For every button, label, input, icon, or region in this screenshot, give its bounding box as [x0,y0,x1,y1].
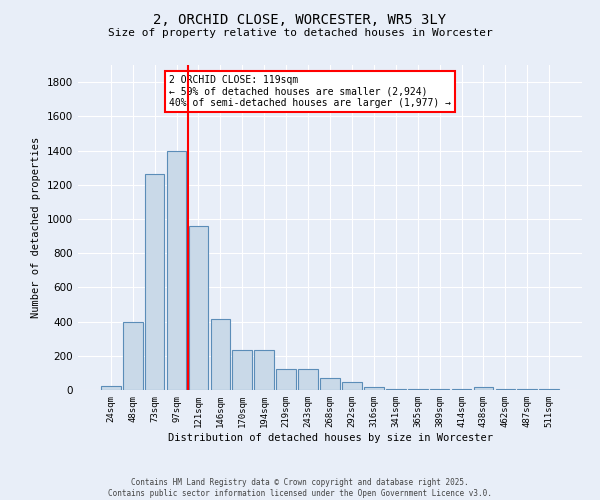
Bar [167,150,187,390]
Bar [539,389,559,390]
Bar [430,389,449,390]
Bar [276,370,296,390]
Bar [320,378,340,390]
Y-axis label: Number of detached properties: Number of detached properties [31,137,41,318]
Bar [452,389,472,390]
Bar [517,389,537,390]
Bar [473,388,493,390]
Text: Contains HM Land Registry data © Crown copyright and database right 2025.
Contai: Contains HM Land Registry data © Crown c… [108,478,492,498]
Bar [232,350,252,390]
Bar [386,389,406,390]
Bar [188,226,208,390]
Bar [101,386,121,390]
Text: Size of property relative to detached houses in Worcester: Size of property relative to detached ho… [107,28,493,38]
Bar [342,382,362,390]
Bar [496,389,515,390]
Bar [145,174,164,390]
Bar [123,322,143,390]
X-axis label: Distribution of detached houses by size in Worcester: Distribution of detached houses by size … [167,432,493,442]
Text: 2 ORCHID CLOSE: 119sqm
← 59% of detached houses are smaller (2,924)
40% of semi-: 2 ORCHID CLOSE: 119sqm ← 59% of detached… [169,74,451,108]
Bar [211,319,230,390]
Bar [298,370,318,390]
Bar [254,350,274,390]
Text: 2, ORCHID CLOSE, WORCESTER, WR5 3LY: 2, ORCHID CLOSE, WORCESTER, WR5 3LY [154,12,446,26]
Bar [364,388,384,390]
Bar [408,389,428,390]
